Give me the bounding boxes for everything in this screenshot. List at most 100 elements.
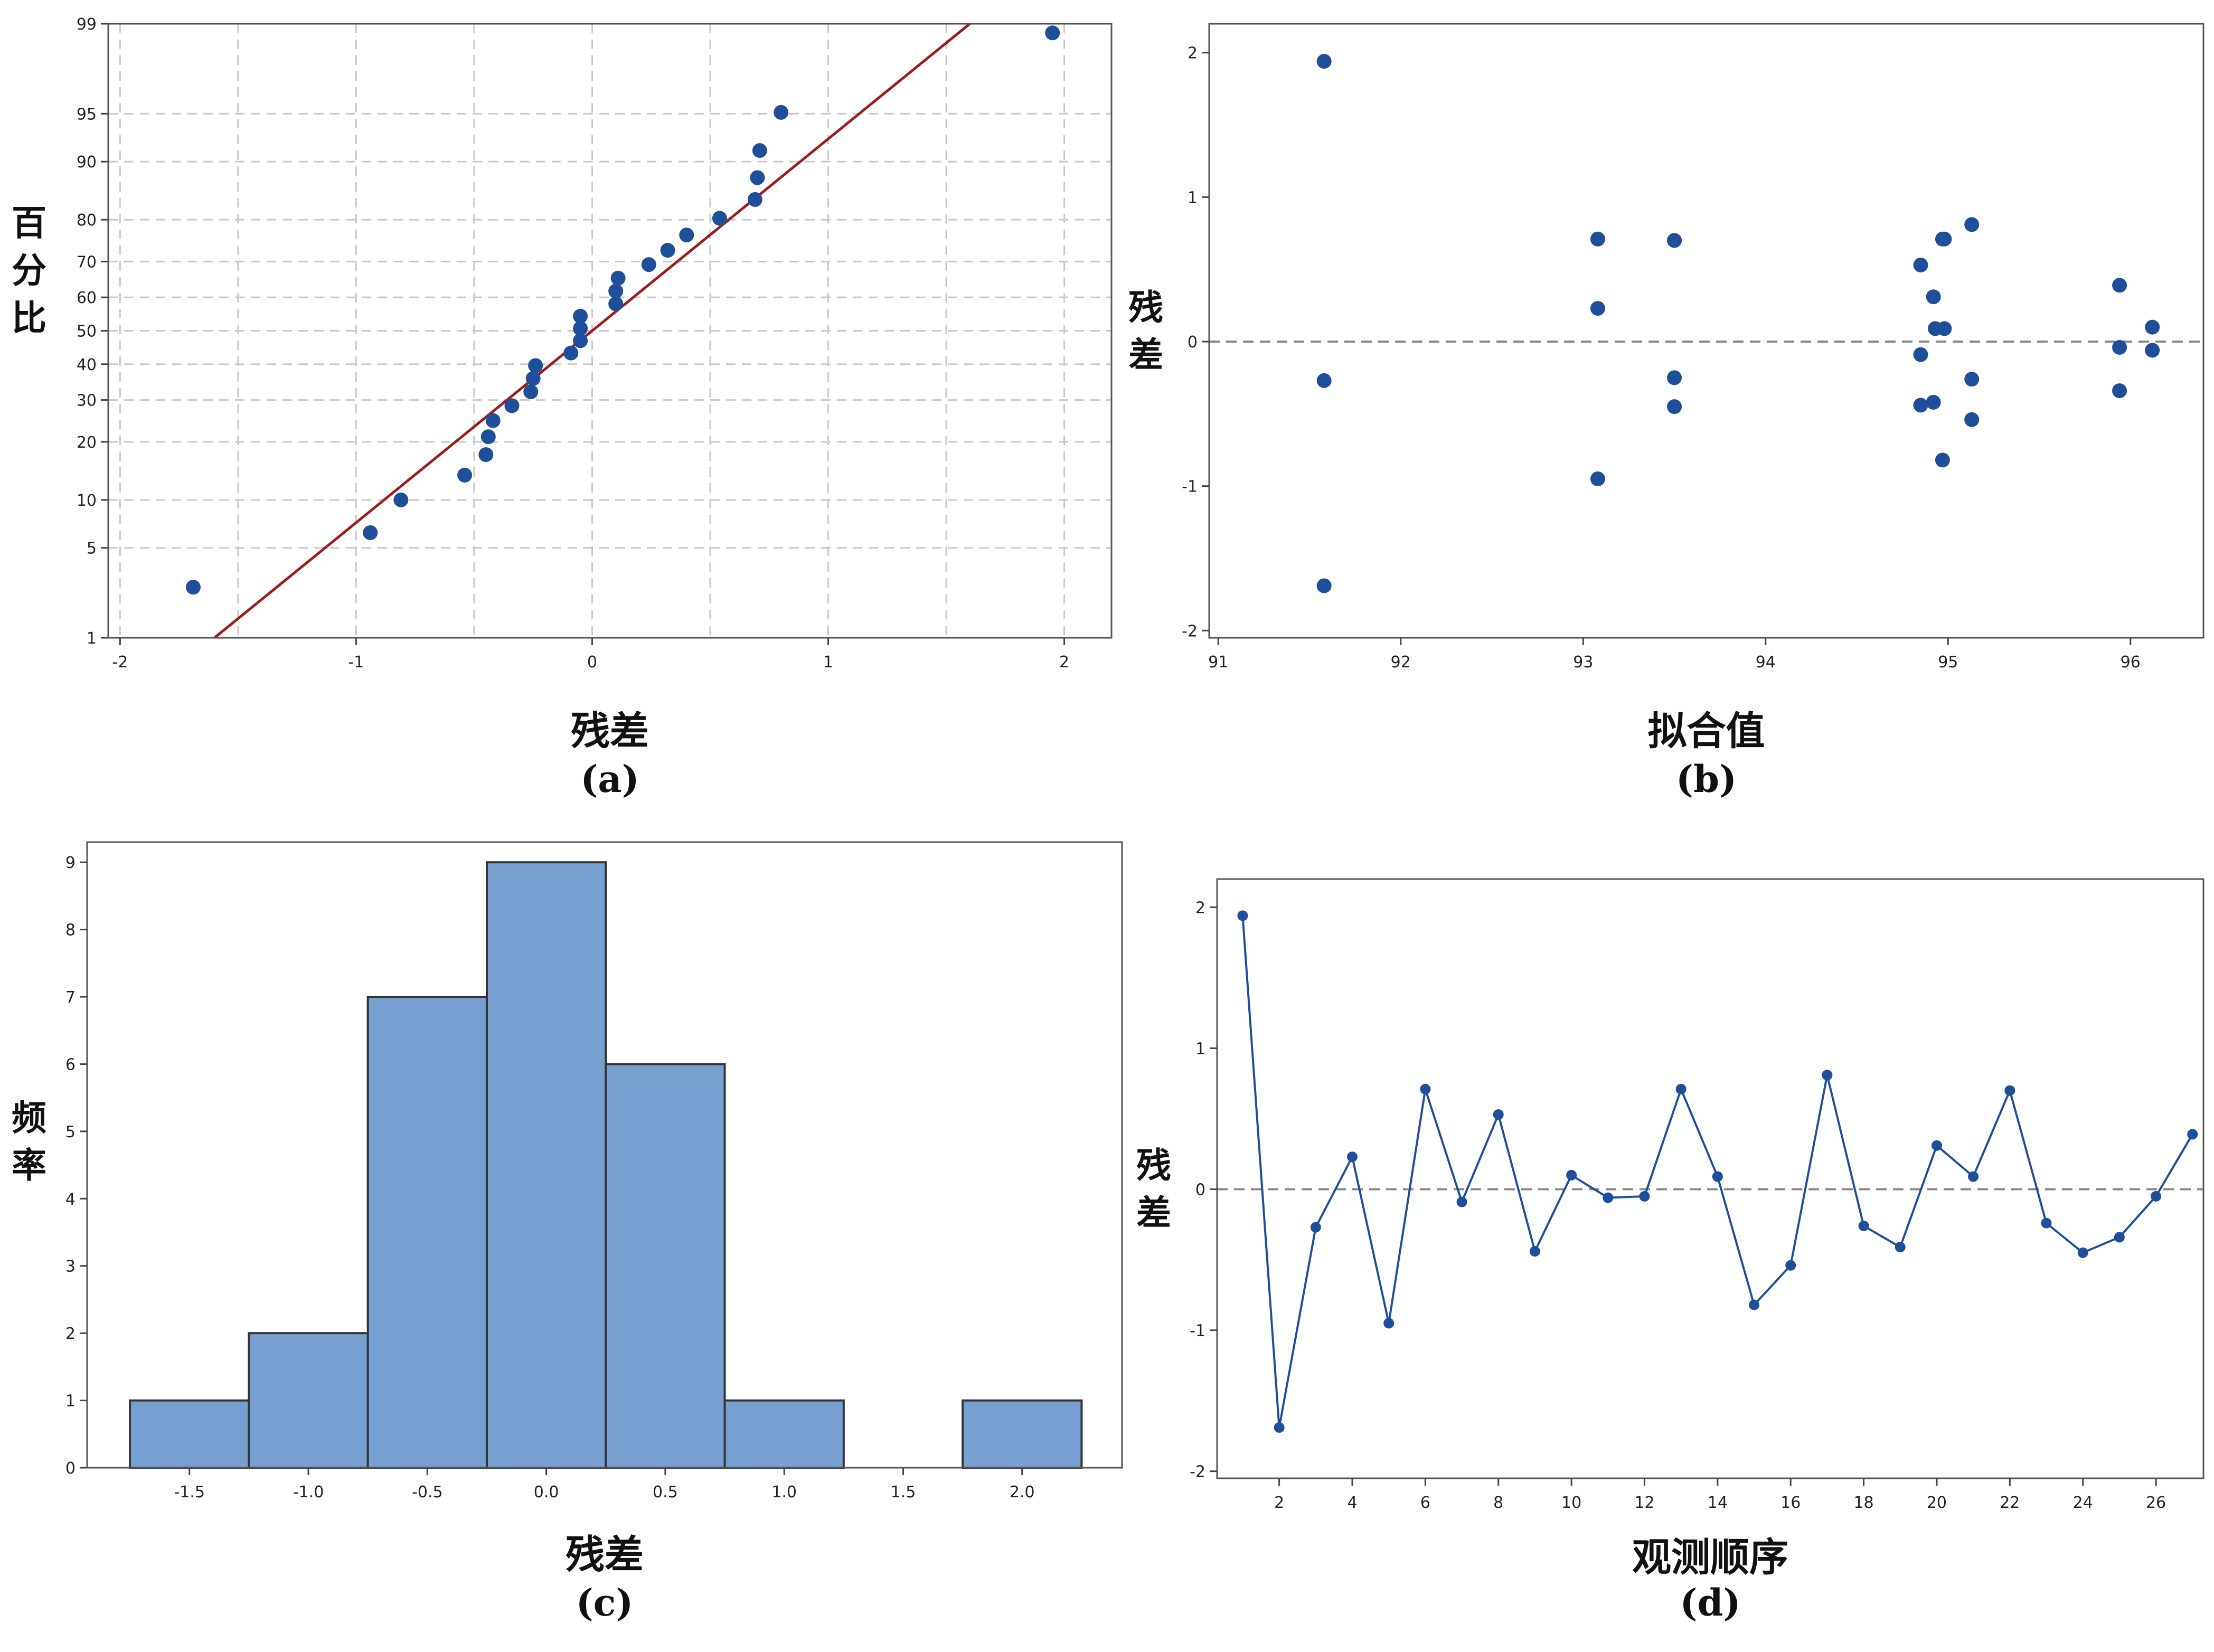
x-tick-label: 1.5 <box>891 1483 916 1502</box>
y-tick-label: 0 <box>1188 333 1198 352</box>
data-point <box>1045 25 1060 41</box>
data-point <box>1895 1242 1906 1253</box>
x-tick-label: 0.0 <box>534 1483 559 1502</box>
data-point <box>2004 1085 2015 1096</box>
y-tick-label: 2 <box>1188 44 1198 63</box>
histogram-bar <box>366 996 488 1469</box>
panel-label: (d) <box>1680 1581 1740 1625</box>
y-axis-label: 残差 <box>1128 287 1163 375</box>
data-point <box>679 228 694 243</box>
x-tick-label: 92 <box>1391 653 1411 672</box>
x-tick-label: 14 <box>1708 1494 1728 1512</box>
x-tick-label: 1 <box>823 653 833 672</box>
x-tick-label: 2 <box>1274 1494 1284 1512</box>
data-point <box>1913 257 1928 272</box>
x-tick-label: 22 <box>2000 1494 2020 1512</box>
data-point <box>752 143 767 158</box>
histogram-bar <box>248 1332 369 1469</box>
data-point <box>185 580 201 595</box>
y-tick-label: 20 <box>77 433 97 452</box>
y-tick-label: -1 <box>1182 478 1198 496</box>
y-tick-label: 1 <box>1188 188 1198 207</box>
x-tick-label: -0.5 <box>412 1483 443 1502</box>
y-tick-label: 10 <box>77 492 97 510</box>
data-point <box>1529 1246 1540 1257</box>
data-point <box>1493 1109 1504 1120</box>
x-tick-label: 2 <box>1059 653 1069 672</box>
y-axis-label-char: 残 <box>1128 287 1163 328</box>
data-point <box>2145 343 2160 358</box>
data-point <box>610 270 626 286</box>
data-point <box>2145 319 2160 335</box>
y-tick-label: 50 <box>77 323 97 341</box>
y-tick-label: 6 <box>65 1055 76 1074</box>
data-point <box>2041 1217 2052 1229</box>
x-tick-label: 6 <box>1420 1494 1430 1512</box>
data-point <box>1931 1140 1942 1151</box>
x-tick-label: 16 <box>1780 1494 1801 1512</box>
histogram-bar <box>485 861 607 1469</box>
histogram-bar <box>605 1063 726 1469</box>
data-point <box>573 308 588 324</box>
y-tick-label: 40 <box>77 356 97 374</box>
data-point <box>608 284 624 299</box>
y-axis-label-char: 残 <box>1136 1145 1171 1186</box>
data-point <box>2151 1191 2162 1202</box>
data-point <box>1667 370 1682 385</box>
x-tick-label: 93 <box>1573 653 1593 672</box>
y-tick-label: -2 <box>1182 622 1198 640</box>
y-axis-label-char: 差 <box>1136 1193 1171 1233</box>
data-point <box>1785 1260 1796 1271</box>
y-tick-label: 1 <box>87 629 97 648</box>
data-point <box>1749 1299 1760 1310</box>
y-axis-label-char: 率 <box>12 1145 46 1186</box>
plot-frame <box>1216 878 2204 1479</box>
data-point <box>1964 217 1980 232</box>
x-tick-label: -1 <box>348 653 364 672</box>
histogram-bar <box>723 1399 845 1469</box>
data-point <box>1935 452 1950 468</box>
panel-label: (b) <box>1676 757 1737 801</box>
y-tick-label: 0 <box>65 1459 76 1478</box>
y-axis-label: 残差 <box>1136 1145 1171 1233</box>
data-point <box>608 296 624 311</box>
x-tick-label: 1.0 <box>771 1483 797 1502</box>
data-point <box>1590 471 1605 486</box>
data-point <box>2112 278 2127 293</box>
data-point <box>2112 383 2127 399</box>
data-point <box>2077 1247 2088 1258</box>
data-point <box>1566 1169 1577 1181</box>
data-point <box>641 257 656 272</box>
x-tick-label: 0.5 <box>653 1483 678 1502</box>
data-point <box>1274 1422 1285 1433</box>
histogram-bar <box>962 1399 1083 1469</box>
x-axis-label: 残差 <box>566 1532 644 1578</box>
x-axis-label: 残差 <box>571 709 649 754</box>
y-tick-label: 8 <box>65 921 76 940</box>
y-tick-label: 2 <box>1195 899 1205 917</box>
x-tick-label: 20 <box>1927 1494 1947 1512</box>
y-tick-label: 7 <box>65 988 76 1007</box>
data-point <box>750 170 765 185</box>
data-point <box>747 192 762 207</box>
data-point <box>1964 372 1980 387</box>
data-point <box>1456 1196 1467 1207</box>
plot-frame <box>86 841 1123 1469</box>
data-point <box>1675 1083 1687 1094</box>
panel-label: (a) <box>580 757 639 801</box>
data-point <box>2112 339 2127 355</box>
data-point <box>1316 54 1332 69</box>
data-point <box>525 371 541 386</box>
x-tick-label: 94 <box>1756 653 1776 672</box>
y-axis-label: 频率 <box>12 1098 46 1186</box>
y-tick-label: 2 <box>65 1325 76 1343</box>
data-point <box>1590 301 1605 316</box>
y-tick-label: 1 <box>1195 1040 1205 1058</box>
data-point <box>1937 231 1952 247</box>
data-point <box>393 492 409 507</box>
